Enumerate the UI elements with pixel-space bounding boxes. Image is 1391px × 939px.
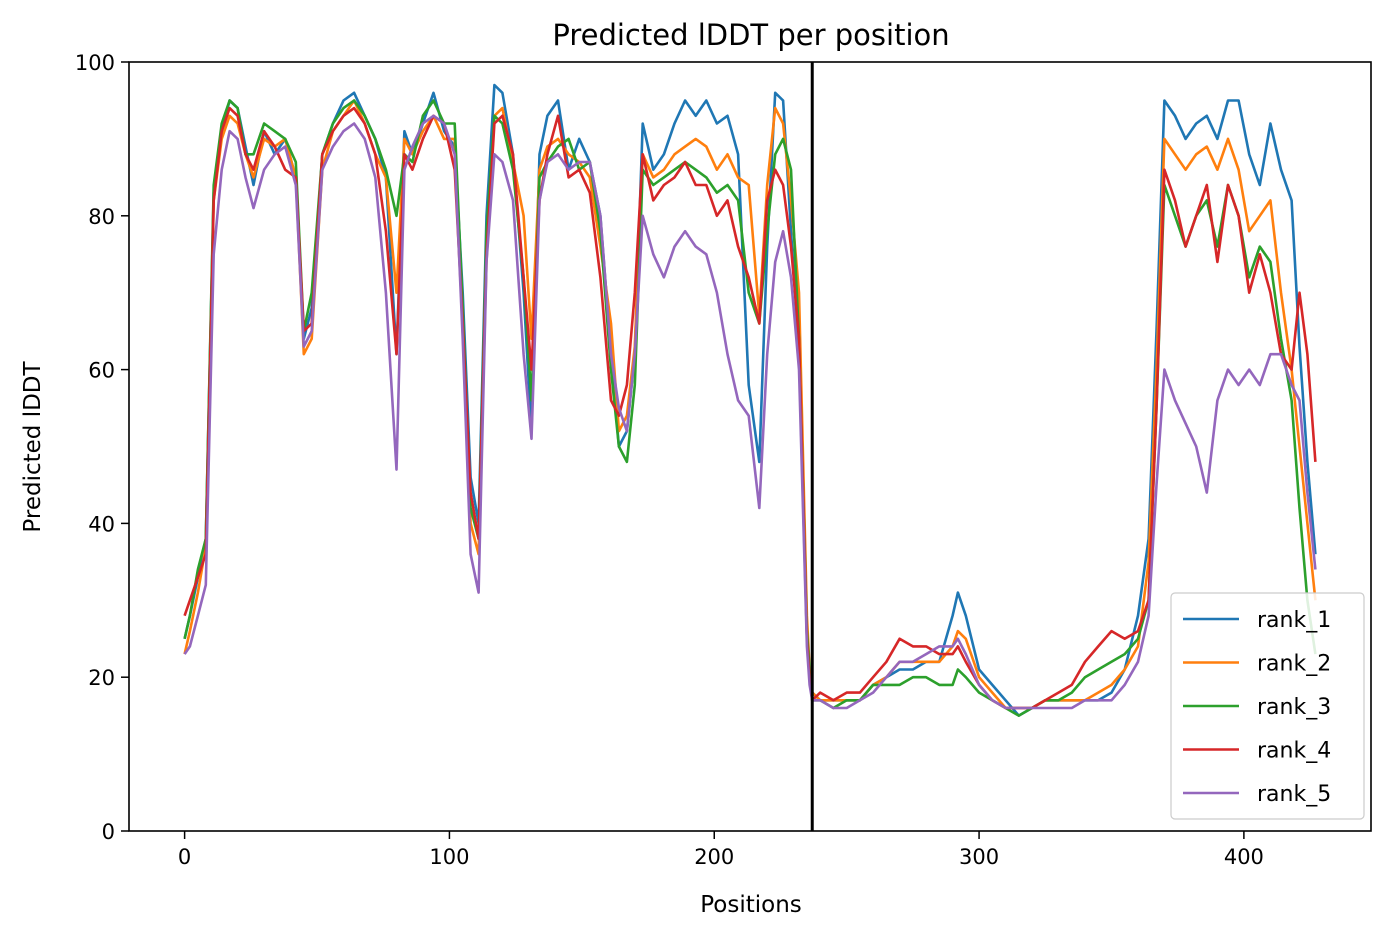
legend-box [1170, 592, 1365, 820]
series-line-rank-5 [183, 114, 1317, 710]
x-tick-label: 200 [694, 845, 734, 869]
chart-title: Predicted lDDT per position [552, 18, 949, 52]
y-tick-label: 0 [102, 820, 115, 844]
series-line-rank-1 [183, 83, 1317, 717]
y-tick-label: 40 [88, 512, 115, 536]
legend: rank_1 rank_2 rank_3 rank_4 rank_5 [1170, 592, 1365, 820]
y-axis-label: Predicted lDDT [20, 360, 46, 532]
axes-frame [128, 61, 1372, 832]
x-tick-label: 300 [959, 845, 999, 869]
legend-label: rank_3 [1257, 695, 1331, 720]
series-line-rank-2 [183, 99, 1317, 710]
plot-area: 0 20 40 60 80 100 0 100 200 300 400 [75, 51, 1372, 869]
y-tick-label: 100 [75, 51, 115, 75]
x-tick-label: 400 [1224, 845, 1264, 869]
legend-label: rank_5 [1257, 782, 1331, 807]
x-tick-label: 100 [429, 845, 469, 869]
y-tick-label: 80 [88, 205, 115, 229]
y-tick-label: 60 [88, 359, 115, 383]
x-tick-label: 0 [178, 845, 191, 869]
series-line-rank-4 [183, 106, 1317, 710]
y-tick-label: 20 [88, 666, 115, 690]
legend-label: rank_1 [1257, 608, 1331, 633]
legend-label: rank_2 [1257, 652, 1331, 677]
series-lines [183, 83, 1317, 717]
legend-label: rank_4 [1257, 739, 1331, 764]
series-line-rank-3 [183, 99, 1317, 717]
x-axis-label: Positions [700, 892, 802, 918]
